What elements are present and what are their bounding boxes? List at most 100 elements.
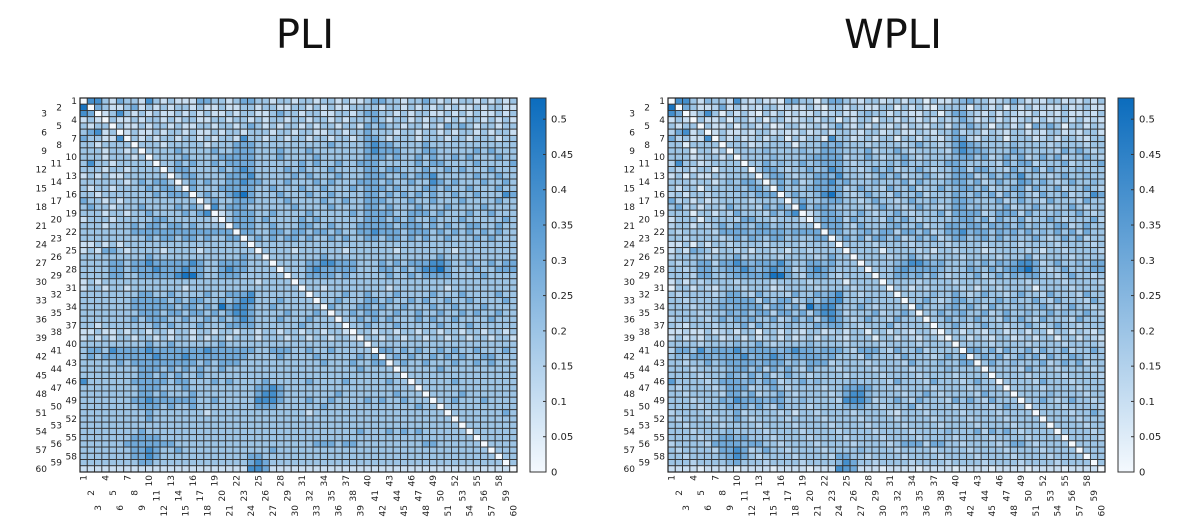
heatmap-cell-25-27	[268, 247, 278, 255]
heatmap-cell-38-29	[283, 328, 292, 336]
heatmap-cell-59-2	[86, 459, 96, 467]
heatmap-cell-6-50	[1024, 128, 1033, 136]
heatmap-cell-29-37	[341, 272, 350, 280]
heatmap-cell-33-56	[480, 297, 489, 305]
heatmap-cell-10-2	[674, 153, 684, 161]
heatmap-cell-20-51	[443, 215, 452, 224]
heatmap-cell-55-26	[261, 434, 270, 442]
heatmap-cell-21-26	[261, 222, 270, 230]
heatmap-cell-23-43	[385, 234, 394, 242]
heatmap-cell-5-29	[871, 122, 880, 130]
heatmap-cell-44-52	[451, 365, 460, 373]
heatmap-cell-4-2	[674, 116, 684, 124]
heatmap-cell-54-57	[487, 427, 496, 436]
heatmap-cell-47-30	[290, 384, 299, 392]
heatmap-cell-35-46	[407, 309, 416, 317]
heatmap-cell-22-19	[210, 228, 219, 236]
heatmap-cell-17-35	[915, 197, 924, 205]
heatmap-cell-60-27	[268, 465, 278, 473]
heatmap-cell-9-39	[356, 147, 365, 155]
heatmap-cell-18-8	[718, 203, 727, 211]
heatmap-cell-27-35	[327, 259, 336, 267]
heatmap-cell-39-27	[268, 334, 278, 342]
heatmap-cell-7-51	[1031, 134, 1040, 143]
heatmap-cell-10-38	[349, 153, 358, 161]
heatmap-cell-20-55	[472, 215, 482, 224]
heatmap-cell-33-35	[327, 297, 336, 305]
heatmap-cell-35-23	[239, 309, 248, 317]
heatmap-cell-9-29	[283, 147, 292, 155]
heatmap-cell-20-36	[922, 215, 931, 224]
heatmap-cell-49-51	[443, 396, 452, 404]
heatmap-cell-22-7	[123, 228, 132, 236]
heatmap-cell-3-41	[370, 110, 380, 118]
heatmap-cell-60-4	[101, 465, 110, 473]
heatmap-cell-12-35	[915, 166, 924, 174]
heatmap-cell-23-38	[349, 234, 358, 242]
heatmap-cell-34-56	[480, 303, 489, 311]
heatmap-cell-48-31	[298, 390, 307, 398]
heatmap-cell-32-35	[327, 290, 336, 298]
heatmap-cell-23-55	[472, 234, 482, 242]
heatmap-cell-16-40	[363, 191, 372, 199]
heatmap-cell-54-9	[137, 427, 146, 436]
heatmap-cell-13-39	[944, 172, 953, 180]
heatmap-cell-14-25	[254, 178, 263, 186]
heatmap-cell-51-27	[268, 409, 278, 417]
heatmap-cell-1-33	[900, 97, 909, 105]
heatmap-cell-32-31	[298, 290, 307, 298]
heatmap-cell-6-40	[363, 128, 372, 136]
heatmap-cell-58-3	[94, 452, 103, 460]
heatmap-cell-21-24	[835, 222, 844, 230]
heatmap-cell-50-8	[130, 402, 139, 411]
heatmap-cell-35-32	[305, 309, 314, 317]
heatmap-cell-19-43	[385, 209, 394, 217]
heatmap-cell-33-19	[210, 297, 219, 305]
heatmap-cell-27-37	[341, 259, 350, 267]
heatmap-cell-48-52	[451, 390, 460, 398]
heatmap-cell-37-36	[334, 321, 343, 330]
heatmap-cell-34-17	[196, 303, 205, 311]
heatmap-wpli: 1234567891011121314151617181920212223242…	[624, 97, 1162, 516]
heatmap-cell-7-50	[436, 134, 445, 143]
heatmap-cell-18-43	[973, 203, 982, 211]
heatmap-cell-34-33	[312, 303, 321, 311]
heatmap-cell-52-6	[115, 415, 125, 423]
heatmap-cell-57-54	[465, 446, 474, 454]
heatmap-cell-6-49	[1017, 128, 1026, 136]
heatmap-cell-26-1	[79, 253, 88, 261]
heatmap-cell-44-29	[283, 365, 292, 373]
heatmap-cell-52-55	[472, 415, 482, 423]
heatmap-cell-52-35	[327, 415, 336, 423]
colorbar-tick-label: 0.05	[551, 432, 573, 443]
heatmap-cell-17-13	[166, 197, 176, 205]
heatmap-cell-35-39	[356, 309, 365, 317]
heatmap-cell-15-44	[392, 184, 401, 192]
heatmap-cell-51-56	[480, 409, 489, 417]
heatmap-cell-15-27	[856, 184, 866, 192]
heatmap-cell-49-52	[451, 396, 460, 404]
heatmap-cell-50-17	[196, 402, 205, 411]
heatmap-cell-29-1	[79, 272, 88, 280]
heatmap-cell-37-52	[451, 321, 460, 330]
heatmap-cell-22-13	[166, 228, 176, 236]
heatmap-cell-9-12	[747, 147, 756, 155]
heatmap-cell-4-47	[1002, 116, 1011, 124]
heatmap-cell-22-60	[509, 228, 518, 236]
heatmap-cell-17-57	[487, 197, 496, 205]
heatmap-cell-6-43	[973, 128, 982, 136]
heatmap-cell-20-32	[893, 215, 902, 224]
heatmap-cell-57-30	[290, 446, 299, 454]
heatmap-cell-45-12	[159, 371, 168, 379]
heatmap-cell-56-40	[363, 440, 372, 448]
heatmap-cell-4-11	[152, 116, 161, 124]
heatmap-cell-30-19	[210, 278, 219, 286]
heatmap-cell-33-18	[203, 297, 212, 305]
heatmap-cell-7-11	[740, 134, 749, 143]
heatmap-cell-53-38	[349, 421, 358, 429]
heatmap-cell-26-39	[356, 253, 365, 261]
heatmap-cell-17-16	[188, 197, 197, 205]
heatmap-cell-13-32	[893, 172, 902, 180]
heatmap-cell-20-44	[392, 215, 401, 224]
heatmap-cell-5-50	[436, 122, 445, 130]
